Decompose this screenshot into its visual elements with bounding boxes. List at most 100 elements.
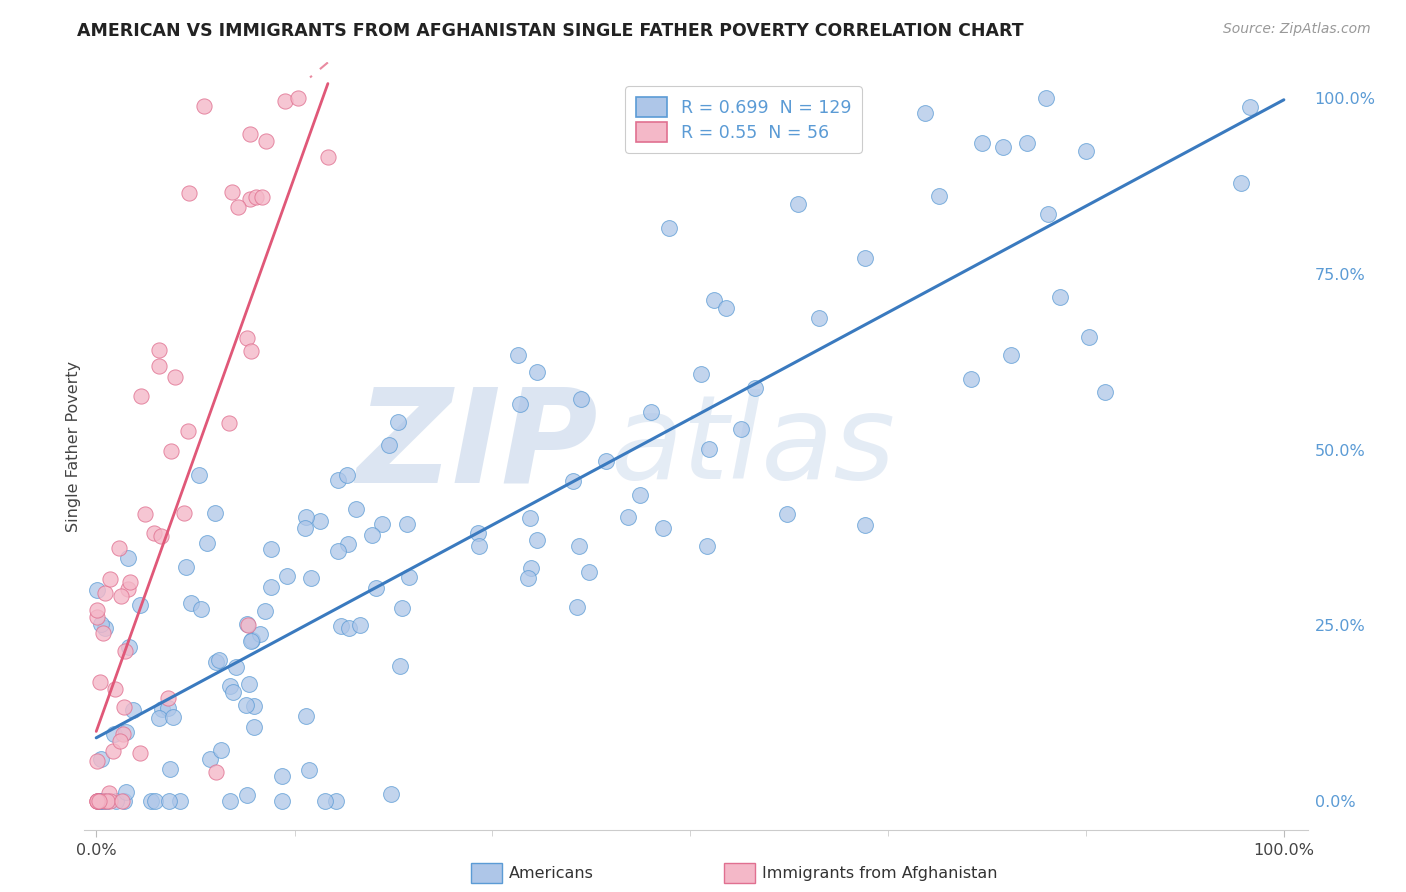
Point bbox=[744, 381, 766, 395]
Point bbox=[180, 596, 202, 610]
Point bbox=[260, 542, 283, 557]
Point bbox=[243, 720, 266, 734]
Point bbox=[91, 794, 114, 808]
Point bbox=[295, 708, 318, 723]
Point bbox=[86, 794, 108, 808]
Point bbox=[104, 682, 127, 697]
Point bbox=[115, 785, 138, 799]
Point bbox=[162, 709, 184, 723]
Point bbox=[329, 619, 352, 633]
Point bbox=[516, 571, 538, 585]
Point bbox=[91, 625, 114, 640]
Point bbox=[703, 293, 725, 307]
Point bbox=[159, 762, 181, 776]
Point bbox=[114, 724, 136, 739]
Point bbox=[253, 604, 276, 618]
Point bbox=[148, 343, 170, 357]
Point bbox=[378, 437, 401, 451]
Point bbox=[526, 533, 548, 547]
Point bbox=[243, 698, 266, 713]
Point bbox=[86, 582, 108, 597]
Point bbox=[205, 655, 228, 669]
Point bbox=[90, 752, 112, 766]
Point bbox=[219, 794, 242, 808]
Point bbox=[219, 679, 242, 693]
Point bbox=[112, 794, 135, 808]
Point bbox=[364, 581, 387, 595]
Point bbox=[299, 571, 322, 585]
Point bbox=[150, 701, 173, 715]
Point bbox=[326, 544, 349, 558]
Point bbox=[235, 698, 257, 712]
Point bbox=[506, 348, 529, 362]
Point bbox=[568, 539, 591, 553]
Point bbox=[991, 140, 1014, 154]
Point bbox=[853, 517, 876, 532]
Point bbox=[190, 602, 212, 616]
Point bbox=[1000, 348, 1022, 362]
Point bbox=[96, 794, 118, 808]
Point bbox=[160, 443, 183, 458]
Point bbox=[1077, 330, 1099, 344]
Legend: R = 0.699  N = 129, R = 0.55  N = 56: R = 0.699 N = 129, R = 0.55 N = 56 bbox=[626, 87, 862, 153]
Point bbox=[326, 473, 349, 487]
Point bbox=[221, 185, 243, 199]
Point bbox=[204, 506, 226, 520]
Point bbox=[360, 527, 382, 541]
Point bbox=[205, 764, 228, 779]
Point bbox=[1017, 136, 1039, 151]
Y-axis label: Single Father Poverty: Single Father Poverty bbox=[66, 360, 80, 532]
Point bbox=[287, 90, 309, 104]
Point bbox=[520, 560, 543, 574]
Point bbox=[188, 467, 211, 482]
Text: Americans: Americans bbox=[509, 866, 593, 880]
Point bbox=[690, 367, 713, 381]
Point bbox=[198, 752, 221, 766]
Point bbox=[209, 743, 232, 757]
Point bbox=[148, 359, 170, 373]
Point bbox=[1239, 100, 1261, 114]
Point bbox=[387, 415, 409, 429]
Point bbox=[260, 580, 283, 594]
Point bbox=[325, 794, 347, 808]
Point bbox=[93, 620, 115, 634]
Point bbox=[595, 454, 617, 468]
Point bbox=[87, 794, 110, 808]
Point bbox=[309, 514, 332, 528]
Point bbox=[316, 150, 339, 164]
Point bbox=[221, 684, 243, 698]
Point bbox=[235, 331, 257, 345]
Point bbox=[134, 508, 156, 522]
Point bbox=[578, 565, 600, 579]
Point bbox=[139, 794, 162, 808]
Text: Immigrants from Afghanistan: Immigrants from Afghanistan bbox=[762, 866, 997, 880]
Point bbox=[239, 128, 262, 142]
Point bbox=[388, 659, 411, 673]
Point bbox=[959, 372, 981, 386]
Point bbox=[173, 506, 195, 520]
Point bbox=[651, 521, 673, 535]
Point bbox=[565, 600, 588, 615]
Point bbox=[149, 529, 172, 543]
Point bbox=[776, 507, 799, 521]
Point bbox=[254, 134, 277, 148]
Point bbox=[193, 99, 215, 113]
Point bbox=[658, 220, 681, 235]
Point bbox=[808, 310, 831, 325]
Point bbox=[314, 794, 336, 808]
Point bbox=[271, 794, 294, 808]
Point bbox=[236, 618, 259, 632]
Point bbox=[98, 786, 121, 800]
Point bbox=[1049, 290, 1071, 304]
Point bbox=[294, 520, 316, 534]
Point bbox=[1229, 176, 1251, 190]
Point bbox=[628, 488, 651, 502]
Point bbox=[100, 794, 122, 808]
Point bbox=[103, 727, 125, 741]
Point bbox=[294, 510, 316, 524]
Point bbox=[112, 700, 135, 714]
Point bbox=[94, 586, 117, 600]
Point bbox=[179, 186, 201, 201]
Point bbox=[110, 589, 132, 603]
Text: Source: ZipAtlas.com: Source: ZipAtlas.com bbox=[1223, 22, 1371, 37]
